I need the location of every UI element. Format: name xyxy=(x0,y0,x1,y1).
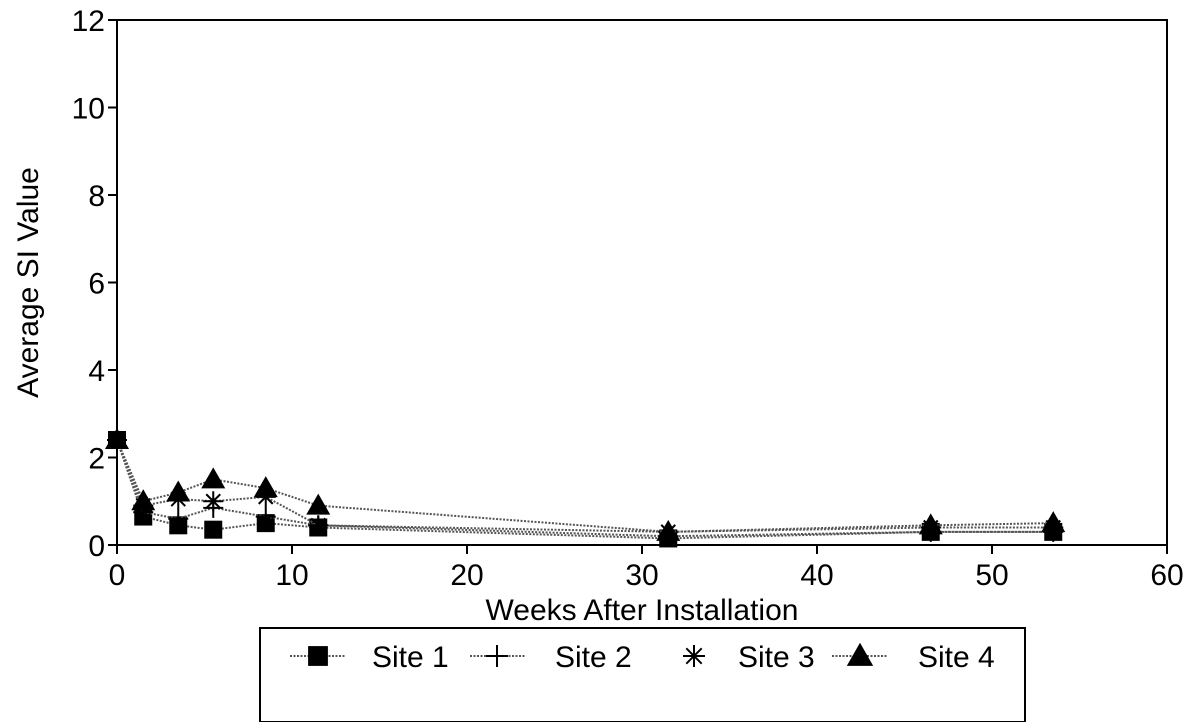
legend-label-3: Site 3 xyxy=(738,641,815,674)
data-point-site-4 xyxy=(1041,511,1066,533)
y-tick-label: 6 xyxy=(88,268,105,301)
data-point-site-4 xyxy=(131,489,156,511)
legend-marker-4 xyxy=(846,642,874,666)
legend-marker-2 xyxy=(486,645,508,667)
plot-frame xyxy=(116,19,1168,546)
x-tick-label: 0 xyxy=(109,559,126,592)
x-tick-label: 20 xyxy=(450,559,483,592)
series-line-2 xyxy=(116,439,1054,538)
x-axis-label: Weeks After Installation xyxy=(486,594,799,627)
y-tick-label: 2 xyxy=(88,443,105,476)
data-point-site-4 xyxy=(201,467,226,489)
y-axis-label: Average SI Value xyxy=(12,167,45,398)
y-tick-label: 12 xyxy=(72,5,105,38)
x-tick-label: 60 xyxy=(1150,559,1183,592)
legend-label-4: Site 4 xyxy=(918,641,995,674)
data-point-site-4 xyxy=(166,480,191,502)
x-tick-label: 10 xyxy=(275,559,308,592)
data-point-site-1 xyxy=(204,520,223,539)
data-point-site-4 xyxy=(918,513,943,535)
legend-marker-1 xyxy=(308,646,328,666)
y-tick-label: 10 xyxy=(72,93,105,126)
x-tick-label: 50 xyxy=(975,559,1008,592)
series-line-1 xyxy=(116,439,1054,540)
x-tick-label: 30 xyxy=(625,559,658,592)
legend-label-2: Site 2 xyxy=(555,641,632,674)
data-point-site-4 xyxy=(306,493,331,515)
data-point-site-3 xyxy=(308,515,329,536)
data-point-site-4 xyxy=(253,476,278,498)
legend-label-1: Site 1 xyxy=(372,641,449,674)
y-tick-label: 4 xyxy=(88,355,105,388)
data-point-site-4 xyxy=(105,428,129,449)
legend-marker-3 xyxy=(683,645,705,667)
data-point-site-2 xyxy=(168,508,189,529)
data-point-site-2 xyxy=(255,506,276,527)
data-point-site-4 xyxy=(656,519,681,541)
y-tick-label: 8 xyxy=(88,180,105,213)
y-tick-label: 0 xyxy=(88,530,105,563)
data-point-site-3 xyxy=(203,491,224,512)
x-tick-label: 40 xyxy=(800,559,833,592)
